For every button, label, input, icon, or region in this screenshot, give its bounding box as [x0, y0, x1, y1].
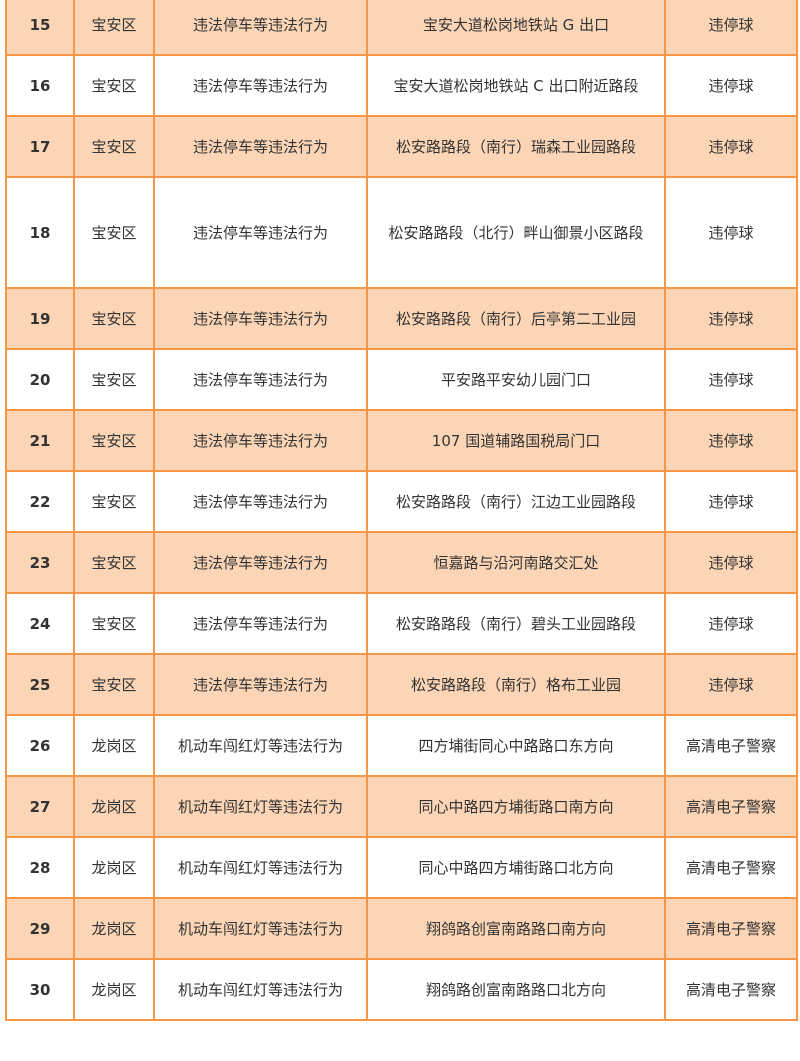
violation-cell: 机动车闯红灯等违法行为 — [153, 836, 368, 899]
table-row: 30 龙岗区 机动车闯红灯等违法行为 翔鸽路创富南路路口北方向 高清电子警察 — [5, 958, 798, 1021]
device-cell: 高清电子警察 — [664, 775, 798, 838]
location-cell: 松安路路段（北行）畔山御景小区路段 — [366, 176, 666, 289]
district-cell: 宝安区 — [73, 470, 155, 533]
table-row: 29 龙岗区 机动车闯红灯等违法行为 翔鸽路创富南路路口南方向 高清电子警察 — [5, 897, 798, 960]
violation-cell: 违法停车等违法行为 — [153, 176, 368, 289]
district-cell: 宝安区 — [73, 409, 155, 472]
table-row: 24 宝安区 违法停车等违法行为 松安路路段（南行）碧头工业园路段 违停球 — [5, 592, 798, 655]
row-number: 25 — [5, 653, 75, 716]
row-number: 24 — [5, 592, 75, 655]
row-number: 21 — [5, 409, 75, 472]
location-cell: 松安路路段（南行）后亭第二工业园 — [366, 287, 666, 350]
table-row: 21 宝安区 违法停车等违法行为 107 国道辅路国税局门口 违停球 — [5, 409, 798, 472]
violation-cell: 违法停车等违法行为 — [153, 592, 368, 655]
table-row: 23 宝安区 违法停车等违法行为 恒嘉路与沿河南路交汇处 违停球 — [5, 531, 798, 594]
device-cell: 违停球 — [664, 409, 798, 472]
district-cell: 宝安区 — [73, 531, 155, 594]
row-number: 30 — [5, 958, 75, 1021]
violation-cell: 违法停车等违法行为 — [153, 470, 368, 533]
district-cell: 宝安区 — [73, 348, 155, 411]
row-number: 28 — [5, 836, 75, 899]
row-number: 17 — [5, 115, 75, 178]
violation-cell: 机动车闯红灯等违法行为 — [153, 714, 368, 777]
device-cell: 违停球 — [664, 54, 798, 117]
violation-cell: 机动车闯红灯等违法行为 — [153, 775, 368, 838]
row-number: 16 — [5, 54, 75, 117]
location-cell: 同心中路四方埔街路口南方向 — [366, 775, 666, 838]
row-number: 20 — [5, 348, 75, 411]
location-cell: 同心中路四方埔街路口北方向 — [366, 836, 666, 899]
device-cell: 高清电子警察 — [664, 836, 798, 899]
violation-cell: 机动车闯红灯等违法行为 — [153, 958, 368, 1021]
district-cell: 宝安区 — [73, 115, 155, 178]
device-cell: 违停球 — [664, 653, 798, 716]
location-cell: 恒嘉路与沿河南路交汇处 — [366, 531, 666, 594]
table-row: 16 宝安区 违法停车等违法行为 宝安大道松岗地铁站 C 出口附近路段 违停球 — [5, 54, 798, 117]
device-cell: 违停球 — [664, 531, 798, 594]
row-number: 22 — [5, 470, 75, 533]
table-row: 19 宝安区 违法停车等违法行为 松安路路段（南行）后亭第二工业园 违停球 — [5, 287, 798, 350]
district-cell: 龙岗区 — [73, 897, 155, 960]
violation-cell: 违法停车等违法行为 — [153, 531, 368, 594]
table-row: 15 宝安区 违法停车等违法行为 宝安大道松岗地铁站 G 出口 违停球 — [5, 0, 798, 56]
table-row: 20 宝安区 违法停车等违法行为 平安路平安幼儿园门口 违停球 — [5, 348, 798, 411]
row-number: 26 — [5, 714, 75, 777]
location-cell: 宝安大道松岗地铁站 G 出口 — [366, 0, 666, 56]
table-row: 27 龙岗区 机动车闯红灯等违法行为 同心中路四方埔街路口南方向 高清电子警察 — [5, 775, 798, 838]
location-cell: 松安路路段（南行）江边工业园路段 — [366, 470, 666, 533]
device-cell: 违停球 — [664, 348, 798, 411]
district-cell: 宝安区 — [73, 0, 155, 56]
location-cell: 四方埔街同心中路路口东方向 — [366, 714, 666, 777]
row-number: 23 — [5, 531, 75, 594]
table-row: 18 宝安区 违法停车等违法行为 松安路路段（北行）畔山御景小区路段 违停球 — [5, 176, 798, 289]
district-cell: 龙岗区 — [73, 958, 155, 1021]
district-cell: 宝安区 — [73, 54, 155, 117]
location-cell: 宝安大道松岗地铁站 C 出口附近路段 — [366, 54, 666, 117]
device-cell: 违停球 — [664, 470, 798, 533]
row-number: 19 — [5, 287, 75, 350]
table-row: 28 龙岗区 机动车闯红灯等违法行为 同心中路四方埔街路口北方向 高清电子警察 — [5, 836, 798, 899]
device-cell: 高清电子警察 — [664, 897, 798, 960]
device-cell: 高清电子警察 — [664, 958, 798, 1021]
table-row: 25 宝安区 违法停车等违法行为 松安路路段（南行）格布工业园 违停球 — [5, 653, 798, 716]
device-cell: 高清电子警察 — [664, 714, 798, 777]
table-body: 15 宝安区 违法停车等违法行为 宝安大道松岗地铁站 G 出口 违停球 16 宝安区 违法停车… — [5, 0, 798, 1021]
violation-cell: 违法停车等违法行为 — [153, 0, 368, 56]
location-cell: 平安路平安幼儿园门口 — [366, 348, 666, 411]
device-cell: 违停球 — [664, 0, 798, 56]
device-cell: 违停球 — [664, 592, 798, 655]
district-cell: 龙岗区 — [73, 836, 155, 899]
location-cell: 松安路路段（南行）格布工业园 — [366, 653, 666, 716]
device-cell: 违停球 — [664, 115, 798, 178]
district-cell: 宝安区 — [73, 287, 155, 350]
location-cell: 107 国道辅路国税局门口 — [366, 409, 666, 472]
violation-cell: 违法停车等违法行为 — [153, 653, 368, 716]
row-number: 29 — [5, 897, 75, 960]
district-cell: 宝安区 — [73, 592, 155, 655]
violation-cell: 违法停车等违法行为 — [153, 348, 368, 411]
row-number: 15 — [5, 0, 75, 56]
location-cell: 松安路路段（南行）瑞森工业园路段 — [366, 115, 666, 178]
violation-cell: 违法停车等违法行为 — [153, 115, 368, 178]
district-cell: 龙岗区 — [73, 775, 155, 838]
table-row: 22 宝安区 违法停车等违法行为 松安路路段（南行）江边工业园路段 违停球 — [5, 470, 798, 533]
location-cell: 松安路路段（南行）碧头工业园路段 — [366, 592, 666, 655]
location-cell: 翔鸽路创富南路路口南方向 — [366, 897, 666, 960]
district-cell: 宝安区 — [73, 653, 155, 716]
violation-cell: 违法停车等违法行为 — [153, 54, 368, 117]
device-cell: 违停球 — [664, 287, 798, 350]
violation-cell: 机动车闯红灯等违法行为 — [153, 897, 368, 960]
device-cell: 违停球 — [664, 176, 798, 289]
enforcement-locations-table: 15 宝安区 违法停车等违法行为 宝安大道松岗地铁站 G 出口 违停球 16 宝安区 违法停车… — [5, 0, 798, 1021]
violation-cell: 违法停车等违法行为 — [153, 287, 368, 350]
row-number: 18 — [5, 176, 75, 289]
table-row: 26 龙岗区 机动车闯红灯等违法行为 四方埔街同心中路路口东方向 高清电子警察 — [5, 714, 798, 777]
location-cell: 翔鸽路创富南路路口北方向 — [366, 958, 666, 1021]
district-cell: 宝安区 — [73, 176, 155, 289]
row-number: 27 — [5, 775, 75, 838]
table-row: 17 宝安区 违法停车等违法行为 松安路路段（南行）瑞森工业园路段 违停球 — [5, 115, 798, 178]
district-cell: 龙岗区 — [73, 714, 155, 777]
violation-cell: 违法停车等违法行为 — [153, 409, 368, 472]
